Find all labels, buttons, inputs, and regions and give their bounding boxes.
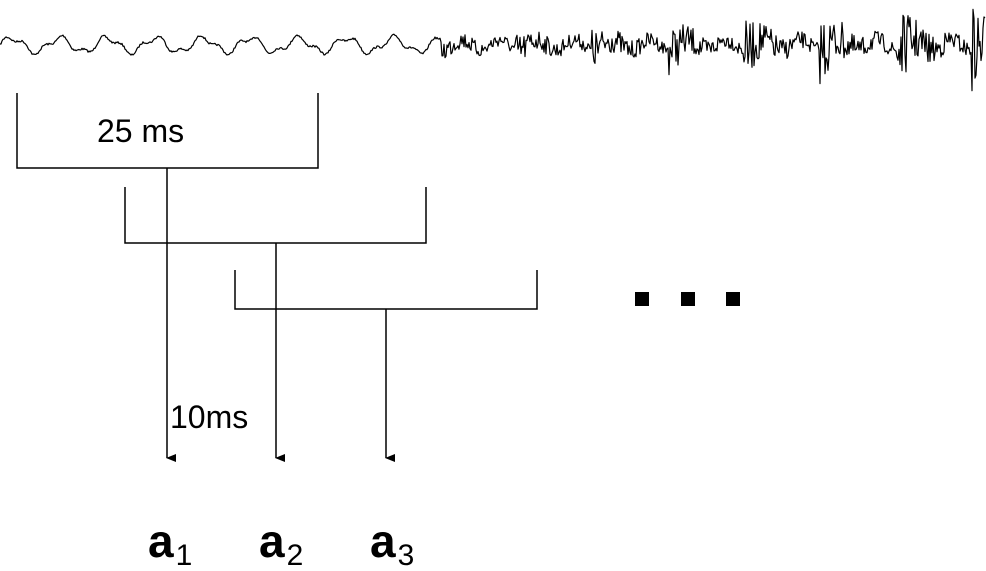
output-symbol: a bbox=[148, 515, 174, 567]
speech-waveform bbox=[0, 8, 986, 92]
analysis-window-1 bbox=[16, 93, 319, 462]
output-vector-3: a3 bbox=[370, 515, 414, 571]
output-symbol: a bbox=[259, 515, 285, 567]
output-vector-2: a2 bbox=[259, 515, 303, 571]
output-symbol: a bbox=[370, 515, 396, 567]
analysis-window-3 bbox=[234, 270, 538, 462]
output-index: 1 bbox=[176, 539, 193, 571]
ellipsis-dots-icon bbox=[635, 292, 740, 306]
window-length-label: 25 ms bbox=[97, 113, 184, 149]
analysis-window-2 bbox=[124, 187, 427, 462]
output-index: 3 bbox=[398, 539, 415, 571]
output-index: 2 bbox=[287, 539, 304, 571]
output-vector-1: a1 bbox=[148, 515, 192, 571]
frame-shift-label: 10ms bbox=[170, 399, 248, 435]
